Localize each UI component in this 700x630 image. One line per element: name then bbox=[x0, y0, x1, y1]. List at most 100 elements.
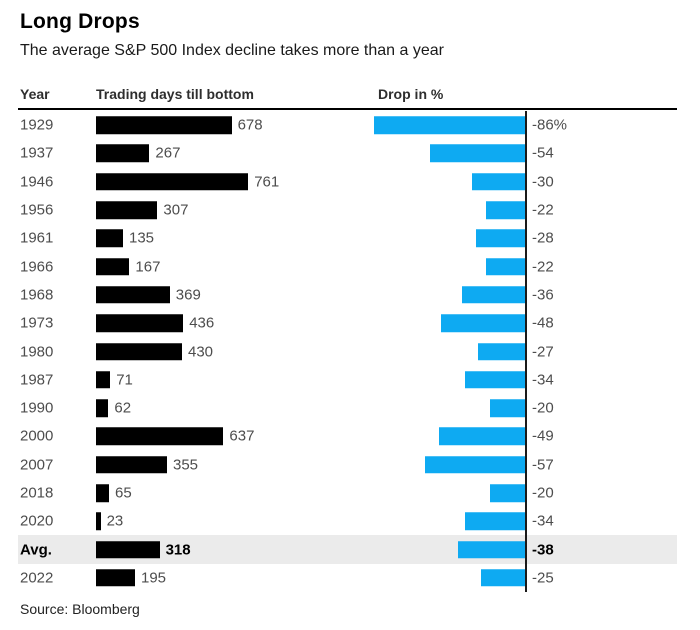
chart-subtitle: The average S&P 500 Index decline takes … bbox=[20, 42, 444, 59]
table-row: 2020 23 -34 bbox=[0, 507, 700, 535]
drop-bar bbox=[472, 172, 525, 191]
days-bar bbox=[96, 569, 135, 587]
days-value: 23 bbox=[106, 512, 124, 530]
table-row: 2018 65 -20 bbox=[0, 479, 700, 507]
drop-value: -20 bbox=[532, 399, 554, 417]
days-value: 678 bbox=[237, 116, 263, 134]
days-value: 307 bbox=[163, 201, 189, 219]
table-row: 1946 761 -30 bbox=[0, 168, 700, 196]
days-value: 267 bbox=[155, 144, 181, 162]
drop-value: -30 bbox=[532, 173, 554, 191]
table-row: 1980 430 -27 bbox=[0, 337, 700, 365]
drop-value: -36 bbox=[532, 286, 554, 304]
days-value: 195 bbox=[141, 569, 167, 587]
year-label: 1973 bbox=[20, 314, 54, 332]
column-header-drop: Drop in % bbox=[378, 86, 444, 102]
days-bar bbox=[96, 229, 123, 248]
drop-value: -22 bbox=[532, 258, 554, 276]
drop-value: -48 bbox=[532, 314, 554, 332]
days-bar bbox=[96, 286, 170, 304]
chart-rows: 1929 678 -86% 1937 267 -54 1946 761 -30 1956 307 -2… bbox=[0, 111, 700, 593]
year-label: 1956 bbox=[20, 201, 54, 219]
year-label: Avg. bbox=[20, 541, 52, 559]
days-value: 436 bbox=[189, 314, 215, 332]
drop-axis-line bbox=[525, 111, 527, 592]
drop-value: -34 bbox=[532, 512, 554, 530]
days-value: 62 bbox=[114, 399, 132, 417]
drop-value: -22 bbox=[532, 201, 554, 219]
year-label: 2000 bbox=[20, 427, 54, 445]
drop-bar bbox=[440, 314, 525, 332]
drop-value: -28 bbox=[532, 229, 554, 247]
table-row: 1929 678 -86% bbox=[0, 111, 700, 139]
days-value: 135 bbox=[129, 229, 155, 247]
days-bar bbox=[96, 455, 167, 474]
drop-bar bbox=[477, 342, 525, 361]
days-bar bbox=[96, 427, 224, 446]
table-row: 1968 369 -36 bbox=[0, 281, 700, 309]
drop-bar bbox=[439, 427, 525, 446]
drop-bar bbox=[430, 144, 525, 163]
drop-value: -86% bbox=[532, 116, 568, 134]
days-value: 369 bbox=[175, 286, 201, 304]
days-bar bbox=[96, 342, 182, 361]
table-row: 1937 267 -54 bbox=[0, 139, 700, 167]
drop-bar bbox=[486, 201, 525, 219]
table-row: 2000 637 -49 bbox=[0, 422, 700, 450]
year-label: 1929 bbox=[20, 116, 54, 134]
table-row: 1973 436 -48 bbox=[0, 309, 700, 337]
column-header-year: Year bbox=[20, 86, 50, 102]
drop-bar bbox=[489, 399, 525, 417]
days-bar bbox=[96, 314, 184, 332]
drop-bar bbox=[486, 257, 525, 276]
year-label: 1937 bbox=[20, 144, 54, 162]
drop-value: -54 bbox=[532, 144, 554, 162]
drop-bar bbox=[465, 371, 525, 389]
chart-title: Long Drops bbox=[20, 10, 140, 33]
year-label: 1987 bbox=[20, 371, 54, 389]
year-label: 1966 bbox=[20, 258, 54, 276]
year-label: 2018 bbox=[20, 484, 54, 502]
days-bar bbox=[96, 172, 249, 191]
days-value: 761 bbox=[254, 173, 280, 191]
drop-bar bbox=[458, 540, 525, 559]
year-label: 1946 bbox=[20, 173, 54, 191]
days-value: 318 bbox=[165, 541, 191, 559]
days-value: 355 bbox=[173, 456, 199, 474]
year-label: 1980 bbox=[20, 343, 54, 361]
drop-value: -25 bbox=[532, 569, 554, 587]
days-bar bbox=[96, 144, 150, 163]
days-value: 167 bbox=[135, 258, 161, 276]
days-bar bbox=[96, 116, 232, 134]
days-value: 637 bbox=[229, 427, 255, 445]
days-bar bbox=[96, 540, 160, 559]
days-bar bbox=[96, 512, 101, 531]
drop-bar bbox=[461, 286, 525, 304]
drop-bar bbox=[489, 484, 525, 502]
drop-value: -34 bbox=[532, 371, 554, 389]
drop-value: -27 bbox=[532, 343, 554, 361]
column-header-days: Trading days till bottom bbox=[96, 86, 254, 102]
table-row: 1987 71 -34 bbox=[0, 366, 700, 394]
year-label: 2007 bbox=[20, 456, 54, 474]
table-row: 2007 355 -57 bbox=[0, 451, 700, 479]
days-bar bbox=[96, 257, 130, 276]
days-bar bbox=[96, 399, 109, 417]
year-label: 1990 bbox=[20, 399, 54, 417]
year-label: 2022 bbox=[20, 569, 54, 587]
days-value: 71 bbox=[116, 371, 133, 389]
drop-value: -38 bbox=[532, 541, 554, 559]
table-row: 1956 307 -22 bbox=[0, 196, 700, 224]
drop-value: -57 bbox=[532, 456, 554, 474]
drop-value: -20 bbox=[532, 484, 554, 502]
drop-bar bbox=[481, 569, 525, 587]
table-row: 2022 195 -25 bbox=[0, 564, 700, 592]
days-bar bbox=[96, 484, 109, 502]
drop-bar bbox=[465, 512, 525, 531]
source-note: Source: Bloomberg bbox=[20, 601, 140, 617]
drop-bar bbox=[374, 116, 525, 134]
drop-value: -49 bbox=[532, 427, 554, 445]
table-row: 1966 167 -22 bbox=[0, 252, 700, 280]
table-row: Avg. 318 -38 bbox=[0, 535, 700, 565]
year-label: 1968 bbox=[20, 286, 54, 304]
